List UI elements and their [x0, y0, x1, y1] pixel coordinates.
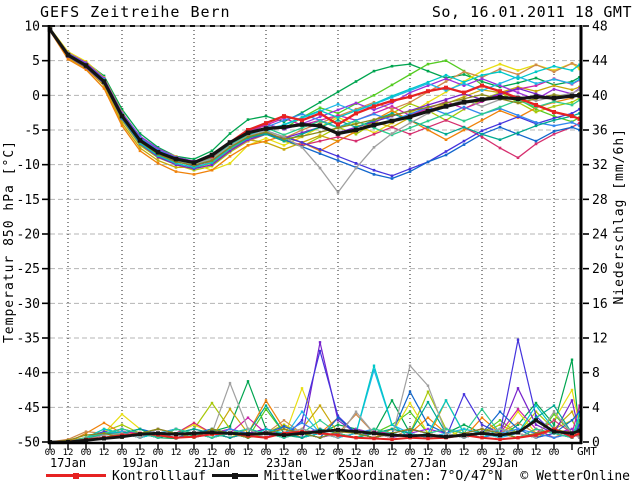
svg-text:8: 8: [592, 366, 600, 381]
svg-text:23Jan: 23Jan: [266, 456, 302, 470]
svg-text:-50: -50: [17, 436, 40, 451]
svg-text:-15: -15: [17, 193, 40, 208]
svg-text:00: 00: [189, 448, 200, 458]
svg-text:12: 12: [207, 448, 218, 458]
svg-text:12: 12: [592, 332, 608, 347]
svg-text:12: 12: [495, 448, 506, 458]
svg-text:24: 24: [592, 228, 608, 243]
svg-text:00: 00: [225, 448, 236, 458]
coordinates-label: Koordinaten: 7°O/47°N: [338, 469, 503, 484]
svg-text:00: 00: [45, 448, 56, 458]
control-run-label: Kontrolllauf: [112, 469, 206, 484]
svg-text:00: 00: [549, 448, 560, 458]
svg-text:17Jan: 17Jan: [50, 456, 86, 470]
mean-temp: [47, 27, 582, 165]
svg-text:00: 00: [441, 448, 452, 458]
svg-text:40: 40: [592, 89, 608, 104]
plot-frame: [47, 25, 583, 445]
svg-text:12: 12: [279, 448, 290, 458]
svg-text:48: 48: [592, 20, 608, 35]
svg-text:-30: -30: [17, 297, 40, 312]
svg-text:28: 28: [592, 193, 608, 208]
svg-text:00: 00: [261, 448, 272, 458]
svg-text:21Jan: 21Jan: [194, 456, 230, 470]
svg-text:10: 10: [24, 20, 40, 35]
svg-text:00: 00: [117, 448, 128, 458]
svg-text:5: 5: [32, 54, 40, 69]
gridlines: [50, 26, 580, 442]
svg-text:-40: -40: [17, 366, 40, 381]
svg-text:19Jan: 19Jan: [122, 456, 158, 470]
svg-text:0: 0: [592, 436, 600, 451]
svg-text:4: 4: [592, 401, 600, 416]
svg-text:-5: -5: [24, 124, 40, 139]
svg-text:00: 00: [369, 448, 380, 458]
svg-text:12: 12: [315, 448, 326, 458]
series-lines: [47, 26, 582, 444]
svg-text:27Jan: 27Jan: [410, 456, 446, 470]
svg-text:-35: -35: [17, 332, 40, 347]
svg-text:00: 00: [513, 448, 524, 458]
svg-text:12: 12: [135, 448, 146, 458]
chart-title: GEFS Zeitreihe Bern: [40, 3, 231, 21]
svg-text:0: 0: [32, 89, 40, 104]
svg-text:16: 16: [592, 297, 608, 312]
svg-text:00: 00: [477, 448, 488, 458]
svg-text:12: 12: [531, 448, 542, 458]
svg-text:-45: -45: [17, 401, 40, 416]
svg-text:29Jan: 29Jan: [482, 456, 518, 470]
svg-text:12: 12: [459, 448, 470, 458]
svg-text:32: 32: [592, 158, 608, 173]
svg-text:00: 00: [153, 448, 164, 458]
svg-text:12: 12: [387, 448, 398, 458]
svg-text:12: 12: [423, 448, 434, 458]
svg-text:20: 20: [592, 262, 608, 277]
svg-text:GMT: GMT: [577, 445, 597, 458]
mean-label: Mittelwert: [264, 469, 343, 484]
mean-swatch: [212, 472, 258, 479]
member-temp-12: [48, 28, 581, 178]
control-run-swatch: [46, 472, 106, 479]
svg-text:-20: -20: [17, 228, 40, 243]
svg-text:12: 12: [171, 448, 182, 458]
svg-text:-25: -25: [17, 262, 40, 277]
svg-text:00: 00: [297, 448, 308, 458]
svg-text:12: 12: [243, 448, 254, 458]
svg-text:00: 00: [405, 448, 416, 458]
run-datetime: So, 16.01.2011 18 GMT: [431, 3, 632, 21]
svg-text:12: 12: [351, 448, 362, 458]
svg-text:00: 00: [81, 448, 92, 458]
member-temp-13: [48, 28, 581, 180]
svg-text:12: 12: [63, 448, 74, 458]
credit-label: © WetterOnline: [520, 469, 630, 484]
member-temp-6: [48, 29, 581, 176]
axis-ticks-and-labels: 1050-5-10-15-20-25-30-35-40-45-504844403…: [17, 20, 608, 471]
member-temp-16: [48, 28, 581, 169]
control-run-marker: [73, 472, 79, 479]
svg-text:00: 00: [333, 448, 344, 458]
svg-text:-10: -10: [17, 158, 40, 173]
mean-marker: [232, 472, 238, 479]
svg-text:44: 44: [592, 54, 608, 69]
svg-text:36: 36: [592, 124, 608, 139]
mean-precip: [48, 418, 582, 444]
svg-text:12: 12: [99, 448, 110, 458]
svg-text:25Jan: 25Jan: [338, 456, 374, 470]
